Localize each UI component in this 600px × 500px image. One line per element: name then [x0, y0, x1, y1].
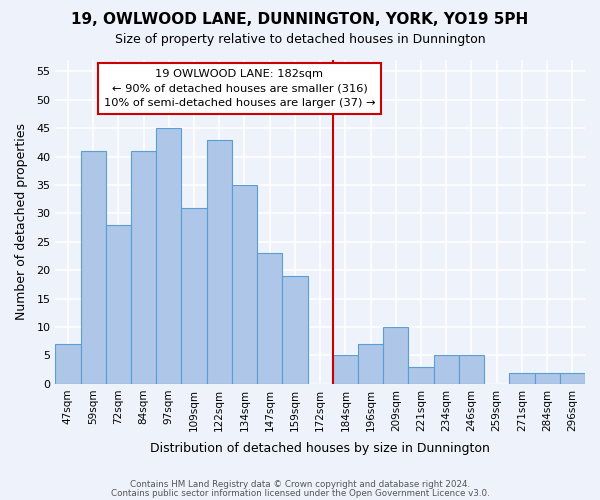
Text: Contains HM Land Registry data © Crown copyright and database right 2024.: Contains HM Land Registry data © Crown c…: [130, 480, 470, 489]
Bar: [333, 356, 358, 384]
Bar: [106, 225, 131, 384]
Text: Size of property relative to detached houses in Dunnington: Size of property relative to detached ho…: [115, 32, 485, 46]
Bar: [560, 372, 585, 384]
Bar: [434, 356, 459, 384]
Bar: [409, 367, 434, 384]
Bar: [181, 208, 206, 384]
Bar: [383, 327, 409, 384]
Text: 19, OWLWOOD LANE, DUNNINGTON, YORK, YO19 5PH: 19, OWLWOOD LANE, DUNNINGTON, YORK, YO19…: [71, 12, 529, 28]
X-axis label: Distribution of detached houses by size in Dunnington: Distribution of detached houses by size …: [150, 442, 490, 455]
Bar: [206, 140, 232, 384]
Text: Contains public sector information licensed under the Open Government Licence v3: Contains public sector information licen…: [110, 489, 490, 498]
Bar: [283, 276, 308, 384]
Bar: [55, 344, 80, 384]
Bar: [535, 372, 560, 384]
Y-axis label: Number of detached properties: Number of detached properties: [15, 124, 28, 320]
Bar: [156, 128, 181, 384]
Text: 19 OWLWOOD LANE: 182sqm
← 90% of detached houses are smaller (316)
10% of semi-d: 19 OWLWOOD LANE: 182sqm ← 90% of detache…: [104, 68, 375, 108]
Bar: [131, 151, 156, 384]
Bar: [80, 151, 106, 384]
Bar: [232, 185, 257, 384]
Bar: [257, 253, 283, 384]
Bar: [509, 372, 535, 384]
Bar: [358, 344, 383, 384]
Bar: [459, 356, 484, 384]
